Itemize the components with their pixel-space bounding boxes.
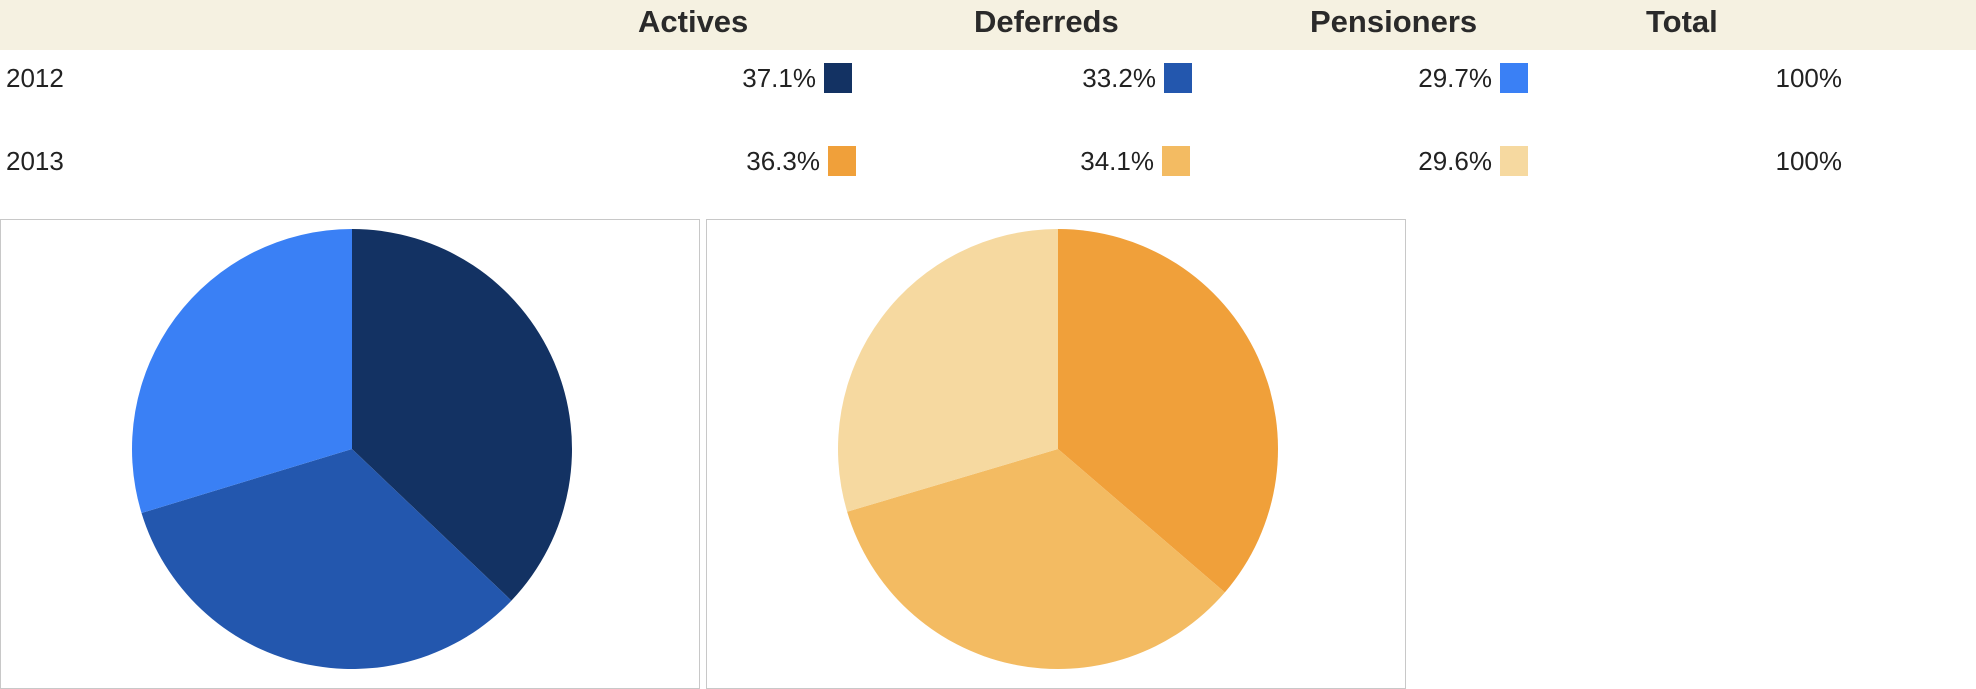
cell-deferreds: 34.1%: [1080, 131, 1190, 191]
pie-slice-deferreds: [847, 449, 1225, 669]
header-pensioners: Pensioners: [1310, 4, 1478, 39]
cell-pensioners: 29.6%: [1418, 131, 1528, 191]
swatch-deferreds: [1162, 146, 1190, 176]
header-total: Total: [1646, 4, 1718, 39]
pie-slice-deferreds: [141, 449, 512, 669]
value-actives: 37.1%: [742, 62, 816, 93]
cell-actives: 36.3%: [746, 131, 856, 191]
value-total: 100%: [1775, 63, 1843, 93]
swatch-actives: [824, 63, 852, 93]
row-year: 2013: [6, 146, 64, 176]
pie-slice-actives: [1058, 229, 1278, 593]
value-deferreds: 34.1%: [1080, 145, 1154, 176]
pie-slice-actives: [352, 229, 572, 601]
swatch-deferreds: [1164, 63, 1192, 93]
value-actives: 36.3%: [746, 145, 820, 176]
cell-deferreds: 33.2%: [1082, 48, 1192, 108]
cell-pensioners: 29.7%: [1418, 48, 1528, 108]
table-row-2012: 2012 37.1% 33.2% 29.7% 100%: [0, 48, 1976, 108]
pie-chart-2012: [132, 229, 572, 669]
pie-chart-panel-2013: [706, 219, 1406, 689]
swatch-pensioners: [1500, 63, 1528, 93]
pie-chart-panel-2012: [0, 219, 700, 689]
value-deferreds: 33.2%: [1082, 62, 1156, 93]
row-year: 2012: [6, 63, 64, 93]
cell-actives: 37.1%: [742, 48, 852, 108]
table-header: Actives Deferreds Pensioners Total: [0, 0, 1976, 50]
header-deferreds: Deferreds: [974, 4, 1119, 39]
header-actives: Actives: [638, 4, 749, 39]
value-total: 100%: [1775, 146, 1843, 176]
table-row-2013: 2013 36.3% 34.1% 29.6% 100%: [0, 131, 1976, 191]
pie-slice-pensioners: [838, 229, 1058, 512]
swatch-pensioners: [1500, 146, 1528, 176]
value-pensioners: 29.7%: [1418, 62, 1492, 93]
pie-chart-2013: [838, 229, 1278, 669]
value-pensioners: 29.6%: [1418, 145, 1492, 176]
pie-slice-pensioners: [132, 229, 352, 514]
swatch-actives: [828, 146, 856, 176]
